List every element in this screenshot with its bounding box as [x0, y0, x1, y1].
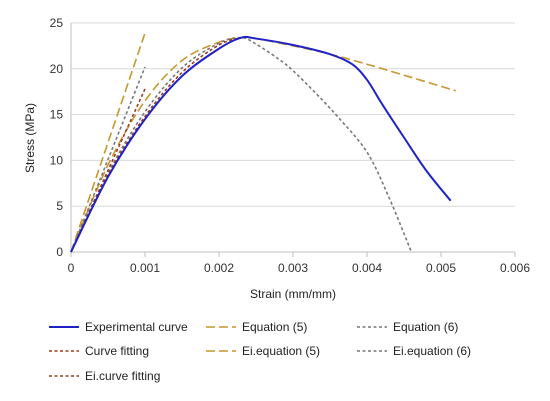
x-tick-label: 0.004: [352, 261, 382, 275]
x-tick-label: 0.003: [278, 261, 308, 275]
y-tick-label: 25: [50, 16, 64, 30]
x-tick-label: 0.001: [130, 261, 160, 275]
y-tick-label: 5: [56, 199, 63, 213]
x-axis-title: Strain (mm/mm): [250, 287, 336, 301]
grid-layer: [71, 22, 515, 253]
series-line-experimental-curve: [70, 35, 452, 253]
legend-label: Experimental curve: [85, 320, 188, 334]
legend-label: Curve fitting: [85, 344, 149, 358]
axes-layer: 0 5 10 15 20 25 0 0.001 0.002 0.003 0.004 0.005 0.00…: [50, 16, 531, 275]
y-tick-label: 15: [50, 108, 64, 122]
y-tick-label: 10: [50, 153, 64, 167]
legend-label: Ei.curve fitting: [85, 369, 160, 383]
series-line-curve-fitting: [70, 36, 242, 253]
legend-label: Ei.equation (5): [242, 344, 320, 358]
legend: Experimental curve Equation (5) Equation (…: [49, 320, 471, 383]
legend-label: Equation (5): [242, 320, 307, 334]
x-tick-label: 0.005: [426, 261, 456, 275]
y-tick-label: 20: [50, 62, 64, 76]
x-tick-label: 0.006: [500, 261, 530, 275]
series-line-ei-equation-6: [70, 66, 146, 253]
y-axis-title: Stress (MPa): [23, 103, 37, 173]
series-line-equation-6: [70, 36, 413, 253]
series-layer: [70, 32, 457, 253]
x-tick-label: 0: [68, 261, 75, 275]
legend-label: Ei.equation (6): [393, 344, 471, 358]
y-tick-label: 0: [56, 245, 63, 259]
x-tick-label: 0.002: [204, 261, 234, 275]
series-line-ei-equation-5: [70, 32, 146, 253]
legend-label: Equation (6): [393, 320, 458, 334]
